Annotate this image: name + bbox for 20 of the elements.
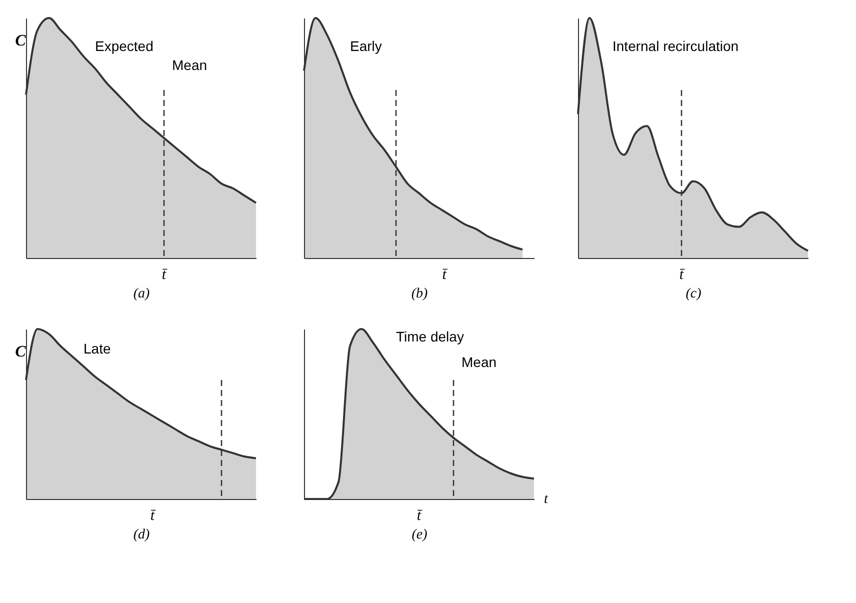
text: t (544, 492, 549, 507)
annotation: Mean (172, 57, 208, 73)
x-axis-title: (c) (686, 286, 702, 302)
annotation: Mean (462, 354, 497, 370)
annotation: Early (350, 38, 382, 54)
x-axis-title: (a) (133, 286, 150, 302)
x-axis-title: (b) (411, 286, 428, 302)
annotation: Late (84, 340, 111, 356)
y-axis-title: C (15, 344, 26, 360)
text: t̄ (416, 508, 423, 524)
text: t̄ (442, 267, 448, 283)
text: t̄ (150, 508, 156, 524)
x-axis-title: (e) (412, 528, 428, 542)
x-axis-title: (d) (133, 528, 150, 542)
annotation: Expected (95, 38, 154, 54)
annotation: Time delay (396, 328, 464, 344)
y-axis-title: C (15, 32, 26, 50)
text: t̄ (162, 267, 168, 283)
annotation: Internal recirculation (612, 38, 739, 54)
text: t̄ (679, 267, 686, 283)
